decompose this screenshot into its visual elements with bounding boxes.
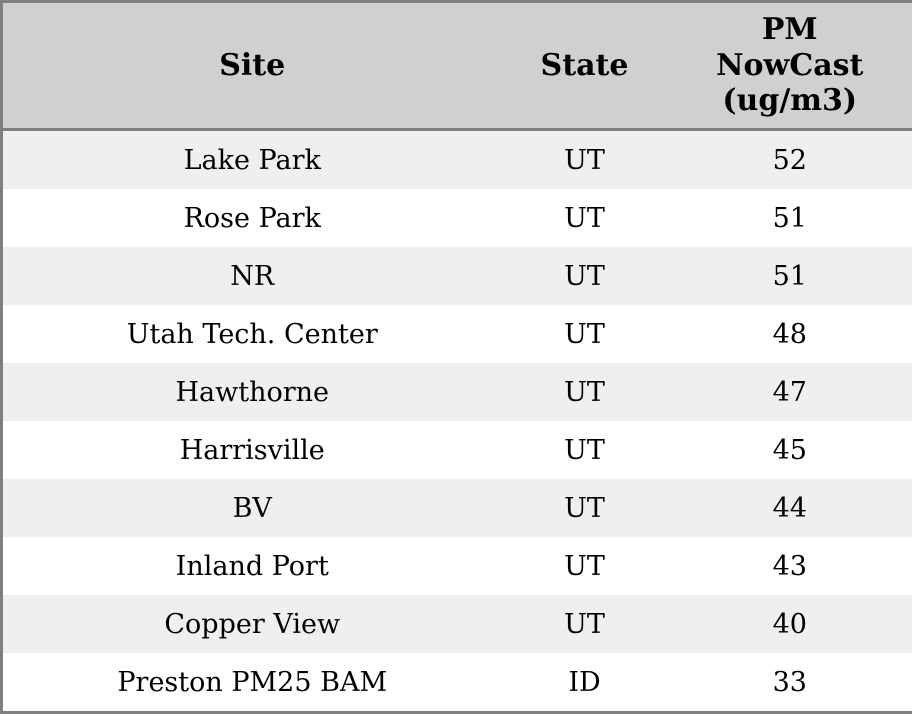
cell-site: Lake Park bbox=[2, 130, 502, 190]
table-row: Harrisville UT 45 bbox=[2, 421, 912, 479]
cell-pm-nowcast: 47 bbox=[668, 363, 912, 421]
table-row: Rose Park UT 51 bbox=[2, 189, 912, 247]
table-row: Preston PM25 BAM ID 33 bbox=[2, 653, 912, 713]
table-header: Site State PM NowCast (ug/m3) bbox=[2, 2, 912, 130]
cell-site: Hawthorne bbox=[2, 363, 502, 421]
column-header-state: State bbox=[502, 2, 668, 130]
cell-pm-nowcast: 44 bbox=[668, 479, 912, 537]
column-header-site: Site bbox=[2, 2, 502, 130]
table-row: Copper View UT 40 bbox=[2, 595, 912, 653]
cell-state: UT bbox=[502, 537, 668, 595]
cell-state: UT bbox=[502, 595, 668, 653]
cell-site: Inland Port bbox=[2, 537, 502, 595]
cell-site: NR bbox=[2, 247, 502, 305]
cell-pm-nowcast: 51 bbox=[668, 247, 912, 305]
table-body: Lake Park UT 52 Rose Park UT 51 NR UT 51… bbox=[2, 130, 912, 713]
table-row: BV UT 44 bbox=[2, 479, 912, 537]
cell-pm-nowcast: 51 bbox=[668, 189, 912, 247]
pm-header-line-3: (ug/m3) bbox=[668, 83, 912, 118]
cell-state: UT bbox=[502, 130, 668, 190]
cell-pm-nowcast: 48 bbox=[668, 305, 912, 363]
cell-site: BV bbox=[2, 479, 502, 537]
pm-header-line-2: NowCast bbox=[668, 48, 912, 83]
header-row: Site State PM NowCast (ug/m3) bbox=[2, 2, 912, 130]
cell-pm-nowcast: 40 bbox=[668, 595, 912, 653]
cell-state: UT bbox=[502, 247, 668, 305]
cell-pm-nowcast: 45 bbox=[668, 421, 912, 479]
cell-site: Copper View bbox=[2, 595, 502, 653]
cell-site: Rose Park bbox=[2, 189, 502, 247]
cell-state: UT bbox=[502, 363, 668, 421]
cell-pm-nowcast: 33 bbox=[668, 653, 912, 713]
cell-site: Harrisville bbox=[2, 421, 502, 479]
table-row: Utah Tech. Center UT 48 bbox=[2, 305, 912, 363]
cell-state: ID bbox=[502, 653, 668, 713]
table-row: NR UT 51 bbox=[2, 247, 912, 305]
cell-state: UT bbox=[502, 421, 668, 479]
cell-state: UT bbox=[502, 305, 668, 363]
table-row: Lake Park UT 52 bbox=[2, 130, 912, 190]
cell-state: UT bbox=[502, 189, 668, 247]
cell-pm-nowcast: 43 bbox=[668, 537, 912, 595]
column-header-pm-nowcast: PM NowCast (ug/m3) bbox=[668, 2, 912, 130]
cell-site: Utah Tech. Center bbox=[2, 305, 502, 363]
cell-site: Preston PM25 BAM bbox=[2, 653, 502, 713]
pm-header-line-1: PM bbox=[668, 12, 912, 47]
cell-state: UT bbox=[502, 479, 668, 537]
cell-pm-nowcast: 52 bbox=[668, 130, 912, 190]
table-row: Inland Port UT 43 bbox=[2, 537, 912, 595]
table-row: Hawthorne UT 47 bbox=[2, 363, 912, 421]
